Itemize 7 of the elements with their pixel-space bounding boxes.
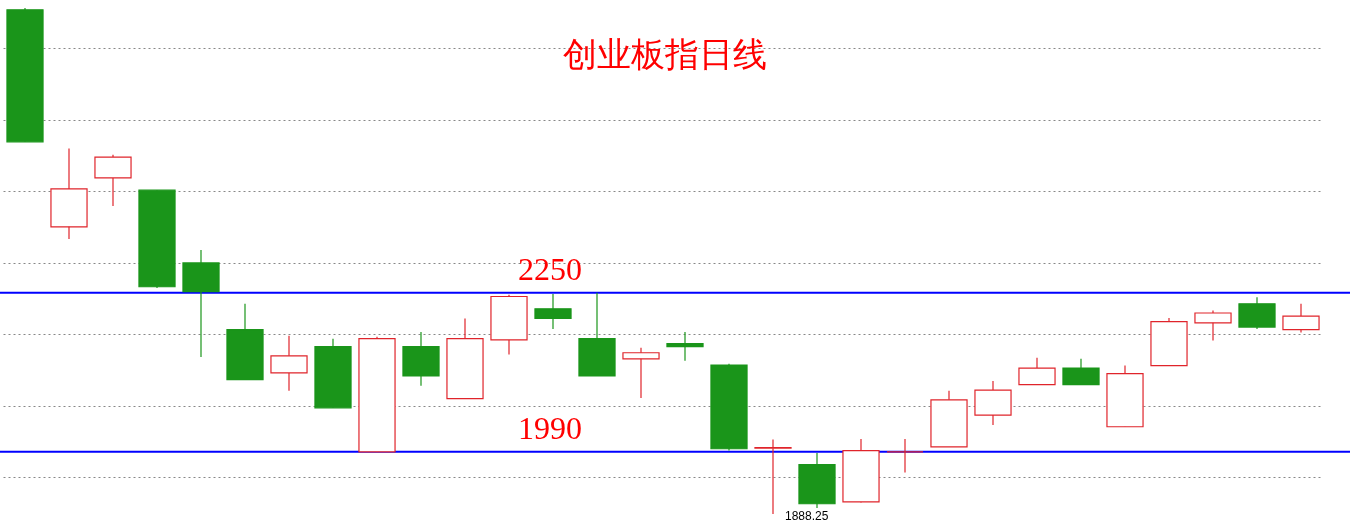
ref-line-label: 2250 [518, 250, 582, 287]
ref-line-label: 1990 [518, 409, 582, 446]
text: 创业板指日线 [563, 34, 767, 74]
annotation: 1888.25 [785, 509, 829, 524]
candlestick [666, 331, 704, 362]
candlestick [886, 438, 924, 474]
candlestick [622, 347, 660, 399]
